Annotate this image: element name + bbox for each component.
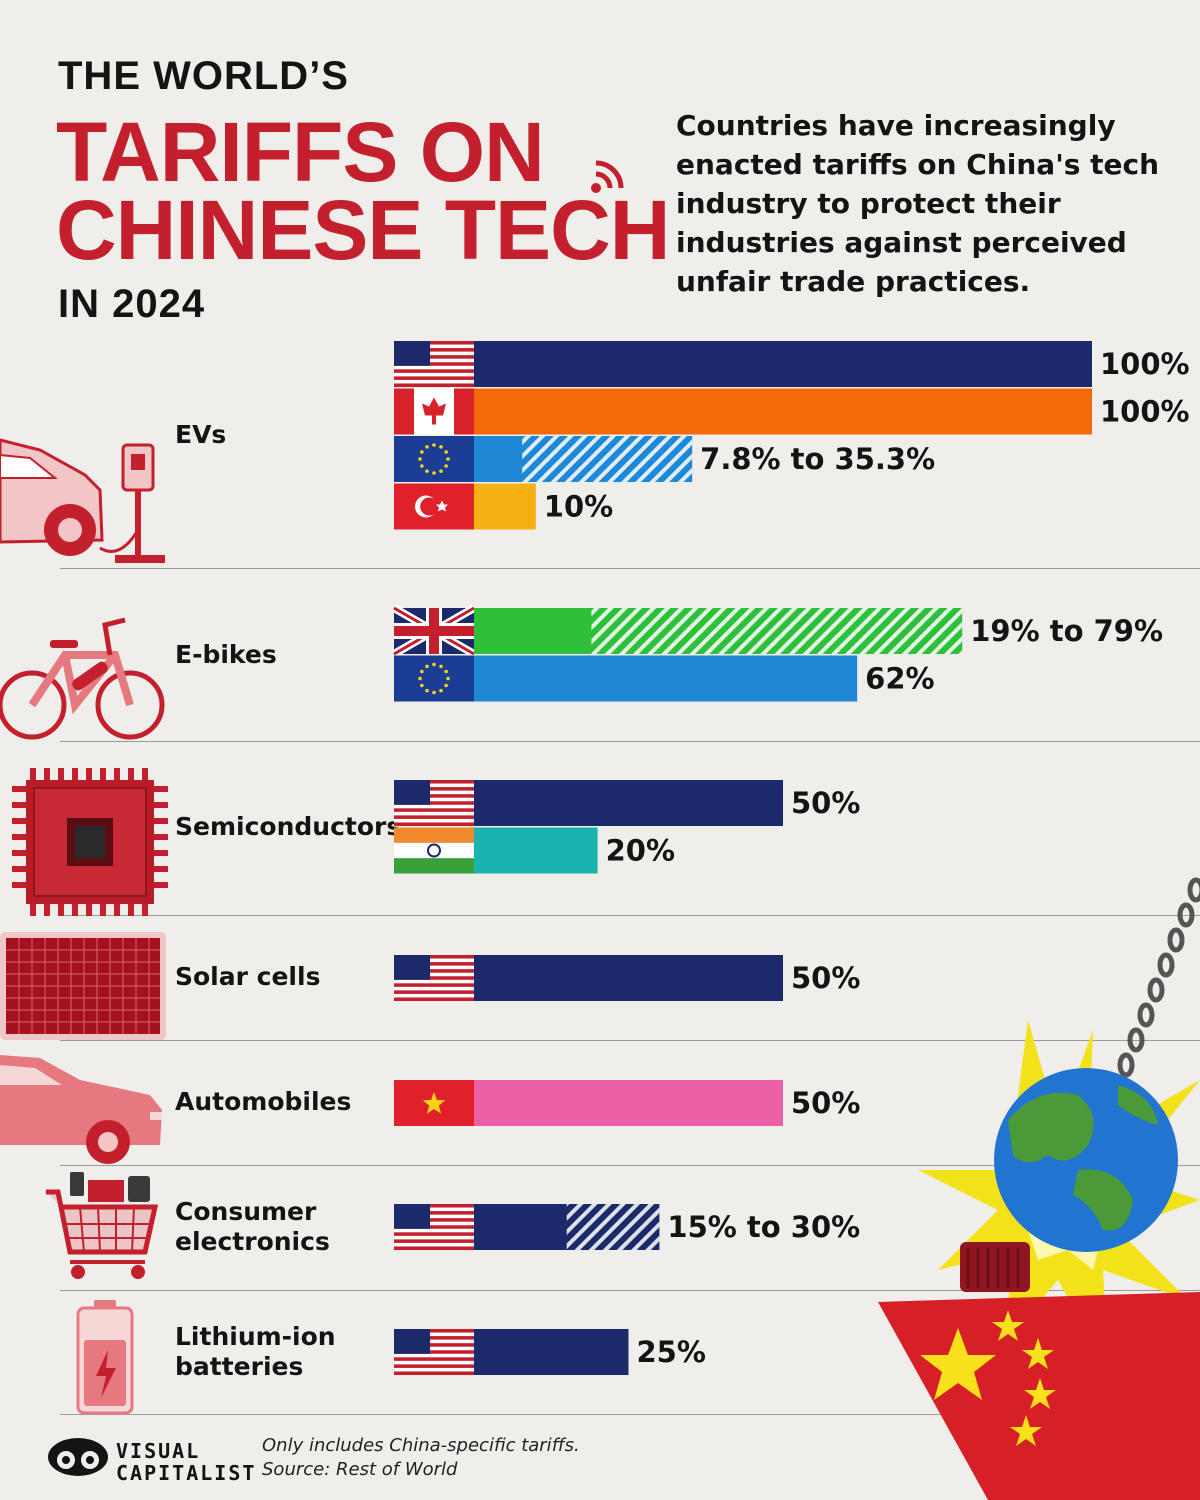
bar-value-label: 100% — [1100, 347, 1190, 381]
solar-panel-illustration — [0, 932, 166, 1040]
category-label-consumer-electronics: Consumer electronics — [175, 1197, 330, 1256]
bar-usa — [474, 1329, 629, 1375]
bar-value-label: 10% — [544, 490, 613, 524]
divider — [60, 1290, 1200, 1291]
bar-usa — [474, 341, 1092, 387]
bar-value-label: 25% — [637, 1335, 706, 1369]
bar-range-hatch — [591, 608, 963, 654]
flag-eu-icon — [394, 655, 474, 702]
brand-line-1: VISUAL — [116, 1439, 201, 1463]
intro-text: Countries have increasingly enacted tari… — [676, 109, 1160, 298]
footer-note: Only includes China-specific tariffs. So… — [262, 1434, 580, 1482]
bar-range-hatch — [566, 1204, 660, 1250]
category-label-evs: EVs — [175, 420, 227, 449]
flag-usa-icon — [394, 955, 474, 1001]
bar-value-label: 20% — [606, 834, 675, 868]
bar-range-hatch — [522, 436, 693, 482]
bar-value-label: 50% — [791, 961, 860, 995]
flag-turkey-icon — [394, 483, 474, 530]
category-label-solar: Solar cells — [175, 962, 321, 991]
bar-usa — [474, 780, 783, 826]
footnote: Only includes China-specific tariffs. — [262, 1435, 580, 1456]
bar-value-label: 50% — [791, 786, 860, 820]
brand-line-2: CAPITALIST — [116, 1461, 257, 1485]
divider — [60, 915, 1200, 916]
flag-canada-icon — [394, 388, 474, 435]
category-label-automobiles: Automobiles — [175, 1087, 352, 1116]
bar-india — [474, 827, 598, 874]
category-label-batteries: Lithium-ion batteries — [175, 1322, 336, 1381]
flag-vietnam-icon — [394, 1080, 474, 1126]
category-label-ebikes: E-bikes — [175, 640, 277, 669]
automobile-illustration — [0, 1055, 162, 1164]
flag-layer — [392, 341, 476, 1375]
chip-illustration — [12, 768, 168, 916]
bar-value-label: 7.8% to 35.3% — [700, 442, 935, 476]
wrecking-ball-illustration — [878, 877, 1200, 1500]
divider — [60, 1040, 1200, 1041]
flag-uk-icon — [392, 604, 476, 658]
bar-value-label: 62% — [865, 662, 934, 696]
flag-usa-icon — [394, 780, 474, 826]
wifi-icon — [591, 160, 624, 193]
divider — [60, 1165, 1200, 1166]
ebike-illustration — [0, 617, 165, 740]
battery-illustration — [76, 1300, 134, 1415]
flag-usa-icon — [394, 341, 474, 387]
divider — [60, 741, 1200, 742]
brand-name: VISUAL CAPITALIST — [116, 1440, 256, 1484]
bar-canada — [474, 388, 1092, 435]
title-line-2: TARIFFS ON — [56, 105, 545, 199]
flag-eu-icon — [394, 436, 474, 482]
bar-value-label: 100% — [1100, 395, 1190, 429]
ev-car-charger-illustration — [0, 438, 165, 563]
bar-vietnam — [474, 1080, 783, 1126]
label-layer: 100% 100% 7.8% to 35.3% 10% 19% to 79% 62% 50%… — [544, 347, 1190, 1369]
divider — [60, 568, 1200, 569]
bar-turkey — [474, 483, 536, 530]
divider — [60, 1414, 1200, 1415]
visual-capitalist-logo-icon — [48, 1438, 108, 1476]
bar-eu — [474, 655, 858, 702]
shopping-cart-illustration — [46, 1172, 159, 1279]
bar-layer — [474, 341, 1092, 1375]
title-line-3: CHINESE TECH — [56, 183, 670, 277]
source-line: Source: Rest of World — [262, 1459, 458, 1480]
bar-value-label: 19% to 79% — [970, 614, 1163, 648]
flag-usa-icon — [394, 1204, 474, 1250]
bar-value-label: 15% to 30% — [667, 1210, 860, 1244]
title-line-4: IN 2024 — [58, 282, 206, 326]
title-line-1: THE WORLD’S — [58, 54, 349, 98]
bar-usa — [474, 955, 783, 1001]
category-label-semiconductors: Semiconductors — [175, 812, 402, 841]
bar-value-label: 50% — [791, 1086, 860, 1120]
flag-india-icon — [394, 827, 474, 874]
flag-usa-icon — [394, 1329, 474, 1375]
